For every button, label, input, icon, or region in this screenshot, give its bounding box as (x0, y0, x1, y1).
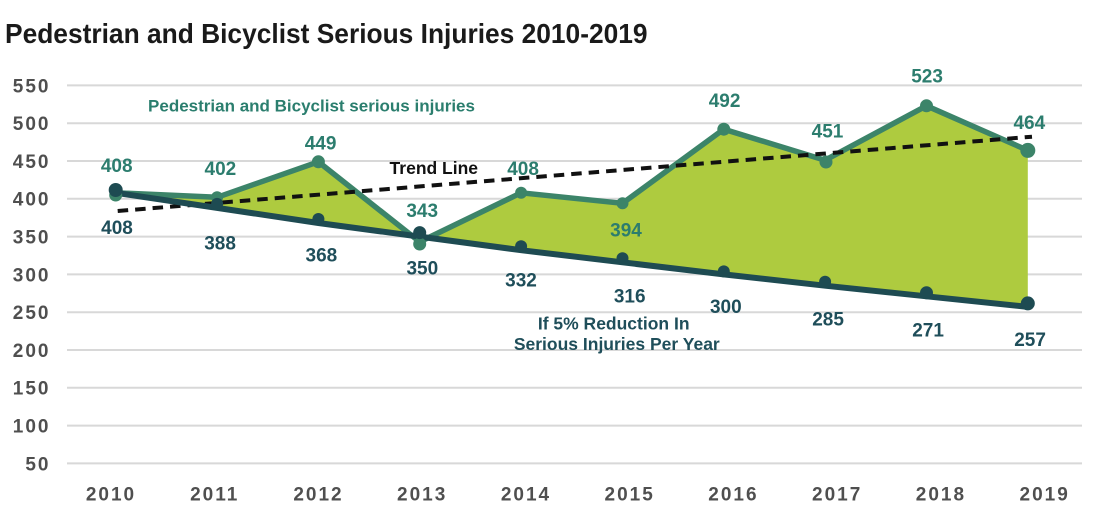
svg-text:2014: 2014 (501, 484, 551, 505)
svg-text:332: 332 (505, 271, 537, 292)
svg-text:388: 388 (204, 234, 236, 255)
svg-text:2016: 2016 (708, 484, 758, 505)
svg-text:250: 250 (13, 303, 51, 324)
svg-text:2011: 2011 (190, 484, 239, 505)
svg-text:492: 492 (709, 91, 741, 112)
svg-text:449: 449 (305, 133, 337, 154)
svg-text:523: 523 (911, 66, 943, 87)
svg-text:2019: 2019 (1020, 484, 1070, 505)
svg-text:316: 316 (614, 286, 646, 307)
svg-text:408: 408 (101, 156, 133, 177)
svg-text:2015: 2015 (605, 484, 655, 505)
svg-text:200: 200 (13, 341, 51, 362)
svg-text:285: 285 (812, 310, 844, 331)
svg-text:500: 500 (13, 114, 51, 135)
svg-text:100: 100 (13, 417, 51, 438)
svg-text:50: 50 (25, 454, 50, 475)
svg-text:Pedestrian and Bicyclist Serio: Pedestrian and Bicyclist Serious Injurie… (5, 17, 648, 49)
svg-text:257: 257 (1014, 330, 1046, 351)
svg-text:343: 343 (406, 201, 438, 222)
svg-text:350: 350 (13, 228, 51, 249)
svg-text:400: 400 (13, 190, 51, 211)
svg-text:450: 450 (13, 152, 51, 173)
svg-text:271: 271 (912, 320, 944, 341)
svg-text:368: 368 (306, 246, 338, 267)
svg-text:2012: 2012 (293, 484, 343, 505)
svg-text:Serious Injuries Per Year: Serious Injuries Per Year (514, 334, 720, 354)
svg-text:Pedestrian and Bicyclist serio: Pedestrian and Bicyclist serious injurie… (148, 96, 475, 115)
svg-text:402: 402 (205, 159, 237, 180)
svg-text:2018: 2018 (916, 484, 966, 505)
svg-text:2013: 2013 (397, 484, 447, 505)
svg-text:464: 464 (1013, 113, 1045, 134)
svg-text:If 5% Reduction In: If 5% Reduction In (538, 314, 690, 334)
svg-text:394: 394 (610, 220, 642, 241)
svg-text:408: 408 (507, 159, 539, 180)
svg-text:408: 408 (101, 218, 133, 239)
svg-text:550: 550 (13, 76, 51, 97)
svg-text:2017: 2017 (812, 484, 862, 505)
svg-text:Trend Line: Trend Line (390, 158, 479, 178)
svg-text:2010: 2010 (86, 484, 136, 505)
svg-text:350: 350 (406, 259, 438, 280)
svg-text:150: 150 (13, 379, 51, 400)
svg-text:451: 451 (812, 122, 844, 143)
svg-text:300: 300 (13, 265, 51, 286)
svg-text:300: 300 (710, 297, 742, 318)
